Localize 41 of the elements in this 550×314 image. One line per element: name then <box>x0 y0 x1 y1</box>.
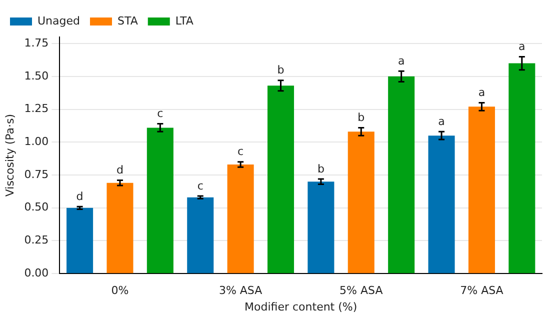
data-label: a <box>478 86 486 100</box>
y-tick-label: 1.50 <box>24 69 49 82</box>
bar <box>508 63 536 274</box>
legend-label: STA <box>117 14 138 28</box>
bar <box>227 164 254 274</box>
bar <box>388 76 415 274</box>
y-tick-label: 0.50 <box>24 200 49 214</box>
y-tick-label: 0.00 <box>24 266 49 280</box>
bar <box>146 128 174 274</box>
bar <box>187 197 214 274</box>
bar <box>468 106 495 274</box>
data-label: b <box>358 111 365 124</box>
bar <box>267 86 294 274</box>
data-label: b <box>277 64 284 77</box>
data-label: c <box>157 107 164 120</box>
x-tick-label: 5% ASA <box>340 284 384 298</box>
y-axis-title: Viscosity (Pa·s) <box>3 114 16 197</box>
x-tick-label: 0% <box>111 284 129 298</box>
y-tick-label: 0.25 <box>24 234 49 247</box>
x-axis-title: Modifier content (%) <box>244 300 358 314</box>
y-tick-label: 1.75 <box>24 36 49 50</box>
y-tick-label: 1.25 <box>24 102 49 116</box>
data-label: d <box>76 190 84 203</box>
x-tick-label: 3% ASA <box>218 284 263 298</box>
y-tick-label: 0.75 <box>24 168 49 181</box>
y-tick-label: 1.00 <box>24 135 49 148</box>
legend-label: LTA <box>175 14 194 28</box>
legend-label: Unaged <box>38 14 80 28</box>
data-label: d <box>116 164 124 177</box>
data-label: a <box>518 40 526 54</box>
x-tick-label: 7% ASA <box>460 284 504 298</box>
data-label: b <box>317 162 324 176</box>
bar <box>308 182 334 274</box>
bar <box>66 208 94 274</box>
data-label: a <box>438 115 445 128</box>
bar <box>348 132 374 274</box>
bar <box>106 182 134 274</box>
bar <box>428 136 455 274</box>
data-label: c <box>238 145 244 158</box>
data-label: a <box>398 54 405 68</box>
data-label: c <box>197 179 204 192</box>
